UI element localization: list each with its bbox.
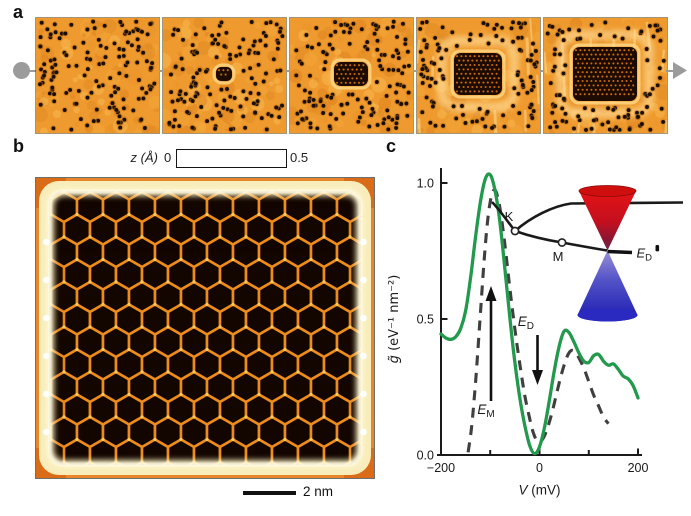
sequence-connector bbox=[413, 69, 417, 72]
molecular-graphene-image bbox=[35, 177, 375, 479]
colorbar-title-text: z (Å) bbox=[130, 150, 158, 165]
scale-bar bbox=[243, 491, 296, 495]
dirac-cone-inset: K M ED bbox=[491, 185, 684, 322]
lower-dirac-cone bbox=[577, 250, 638, 322]
x-axis-label: V (mV) bbox=[518, 483, 560, 498]
ytick-0.5: 0.5 bbox=[417, 313, 434, 327]
inset-ed-label-sub: D bbox=[645, 253, 652, 264]
sequence-connector bbox=[286, 69, 290, 72]
ed-level-line bbox=[607, 249, 633, 255]
x-axis-label-unit: (mV) bbox=[528, 483, 561, 498]
colorbar-gradient bbox=[176, 149, 287, 168]
sequence-arrow-icon bbox=[673, 62, 687, 79]
ytick-1.0: 1.0 bbox=[417, 177, 434, 191]
xtick-0: 0 bbox=[536, 461, 543, 475]
k-point-label: K bbox=[505, 209, 514, 224]
sequence-connector bbox=[666, 69, 673, 72]
y-axis-label-g: g̃ bbox=[387, 355, 402, 363]
ed-reference-mark bbox=[655, 245, 660, 252]
annotation-em: EM bbox=[477, 286, 497, 420]
xtick--200: −200 bbox=[427, 461, 455, 475]
ed-arrow-down-icon bbox=[532, 370, 543, 385]
stm-image-2 bbox=[162, 17, 287, 134]
m-point-label: M bbox=[553, 249, 564, 264]
ed-label: E bbox=[518, 314, 528, 329]
experiment-curve bbox=[439, 172, 640, 456]
sequence-connector bbox=[159, 69, 163, 72]
upper-dirac-cone bbox=[579, 185, 636, 251]
stm-image-1 bbox=[35, 17, 160, 134]
theory-curve bbox=[466, 188, 610, 453]
ytick-0.0: 0.0 bbox=[417, 449, 434, 463]
cone-bottom-ellipse bbox=[577, 308, 638, 322]
sequence-connector bbox=[540, 69, 544, 72]
m-point-marker bbox=[557, 238, 567, 247]
chart-tick-labels: −200 0 200 1.0 0.5 0.0 bbox=[417, 177, 649, 476]
scale-bar-label: 2 nm bbox=[303, 484, 334, 499]
y-axis-label-unit: (eV⁻¹ nm⁻²) bbox=[387, 275, 402, 355]
x-axis-label-v: V bbox=[518, 483, 529, 498]
chart-curves bbox=[439, 172, 640, 456]
panel-a-label: a bbox=[13, 2, 24, 22]
em-label: E bbox=[477, 402, 487, 417]
stm-image-5 bbox=[543, 17, 668, 134]
colorbar-title: z (Å) bbox=[100, 150, 158, 165]
colorbar-min: 0 bbox=[164, 150, 172, 165]
annotation-ed: ED bbox=[518, 314, 543, 385]
sequence-start-circle bbox=[13, 62, 30, 79]
stm-image-4 bbox=[416, 17, 541, 134]
svg-text:ED: ED bbox=[637, 246, 653, 264]
em-arrow-up-icon bbox=[485, 286, 497, 301]
spectroscopy-chart: −200 0 200 1.0 0.5 0.0 V (mV) g̃ (eV⁻¹ n… bbox=[387, 168, 684, 498]
colorbar-max: 0.5 bbox=[290, 150, 309, 165]
cone-top-ellipse bbox=[578, 185, 637, 197]
y-axis-label: g̃ (eV⁻¹ nm⁻²) bbox=[387, 275, 402, 364]
xtick-200: 200 bbox=[628, 461, 649, 475]
panel-c-label: c bbox=[386, 136, 397, 156]
stm-image-3 bbox=[289, 17, 414, 134]
panel-b-label: b bbox=[13, 136, 24, 156]
svg-text:ED: ED bbox=[518, 314, 534, 332]
inset-ed-label: E bbox=[637, 246, 646, 261]
em-label-sub: M bbox=[486, 409, 494, 420]
sequence-connector bbox=[29, 69, 36, 72]
ed-label-sub: D bbox=[527, 321, 534, 332]
svg-text:EM: EM bbox=[477, 402, 494, 420]
k-point-marker bbox=[510, 226, 520, 236]
